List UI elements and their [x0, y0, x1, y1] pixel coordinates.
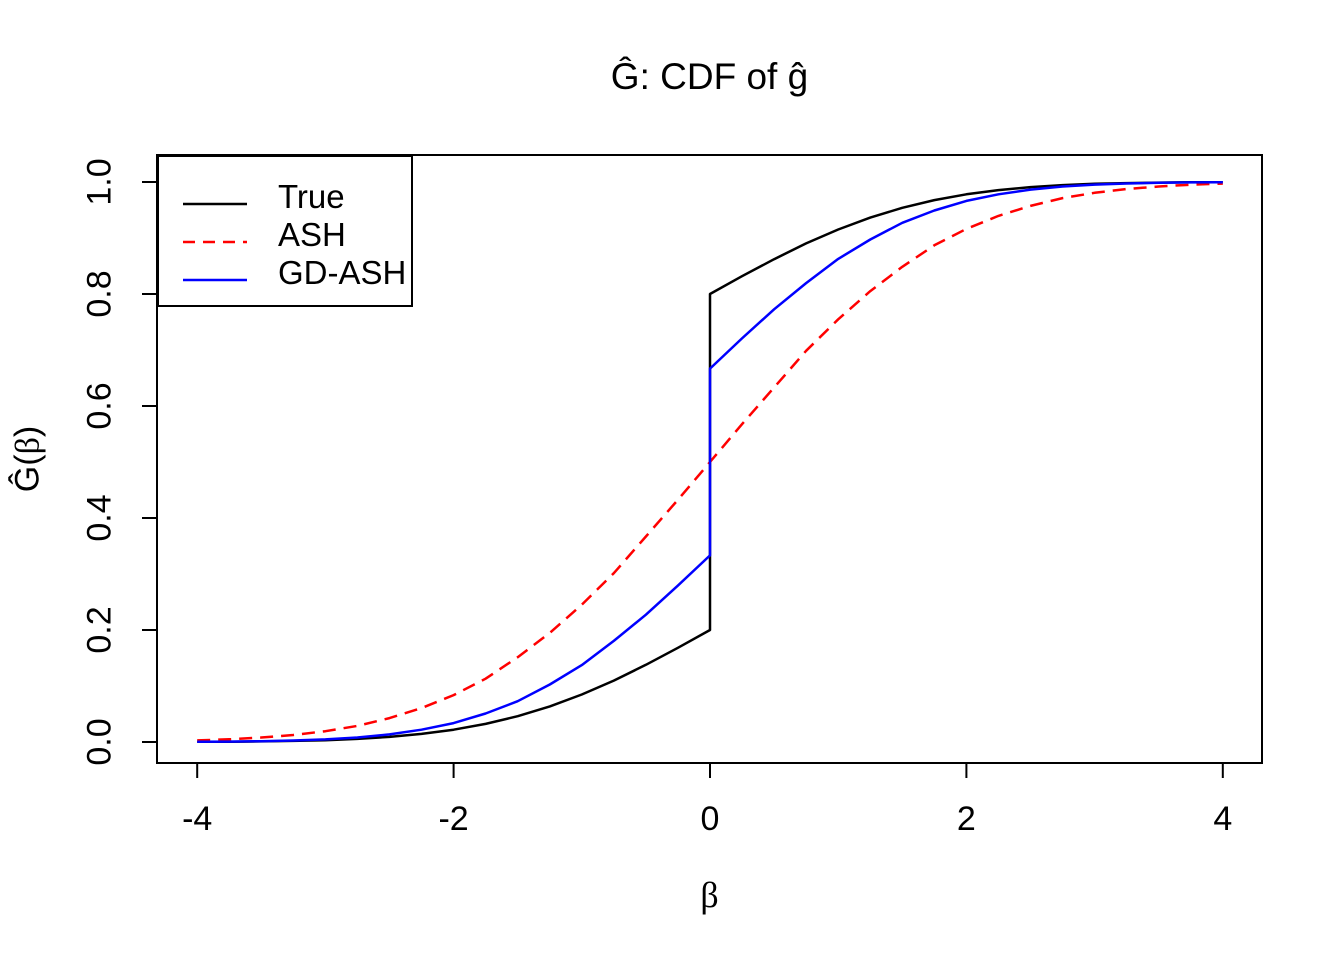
x-tick-label: -2: [438, 800, 469, 838]
legend-item: True: [159, 179, 411, 215]
legend-line-icon: [183, 270, 247, 282]
x-tick-label: -4: [182, 800, 213, 838]
chart-title: Ĝ: CDF of ĝ: [157, 55, 1262, 99]
legend-line-icon: [183, 194, 247, 206]
legend-label: GD-ASH: [278, 254, 407, 291]
y-tick-label: 0.2: [80, 606, 119, 654]
legend: True ASH GD-ASH: [157, 155, 413, 307]
y-tick-label: 0.8: [80, 270, 119, 318]
y-tick-label: 1.0: [80, 158, 119, 206]
legend-item: ASH: [159, 217, 411, 253]
y-tick-label: 0.0: [80, 718, 119, 766]
y-tick-label: 0.6: [80, 382, 119, 430]
legend-line-icon: [183, 232, 247, 244]
legend-item: GD-ASH: [159, 255, 411, 291]
legend-label: ASH: [278, 216, 346, 253]
x-tick-label: 2: [956, 800, 976, 838]
chart-title-text: Ĝ: CDF of ĝ: [610, 56, 809, 97]
x-tick-label: 4: [1213, 800, 1233, 838]
curve-gd-ash: [197, 180, 1223, 744]
x-axis-label: β: [157, 874, 1262, 916]
legend-label: True: [278, 178, 345, 215]
x-tick-label: 0: [700, 800, 720, 838]
y-tick-label: 0.4: [80, 494, 119, 542]
x-axis-label-beta: β: [700, 875, 719, 915]
